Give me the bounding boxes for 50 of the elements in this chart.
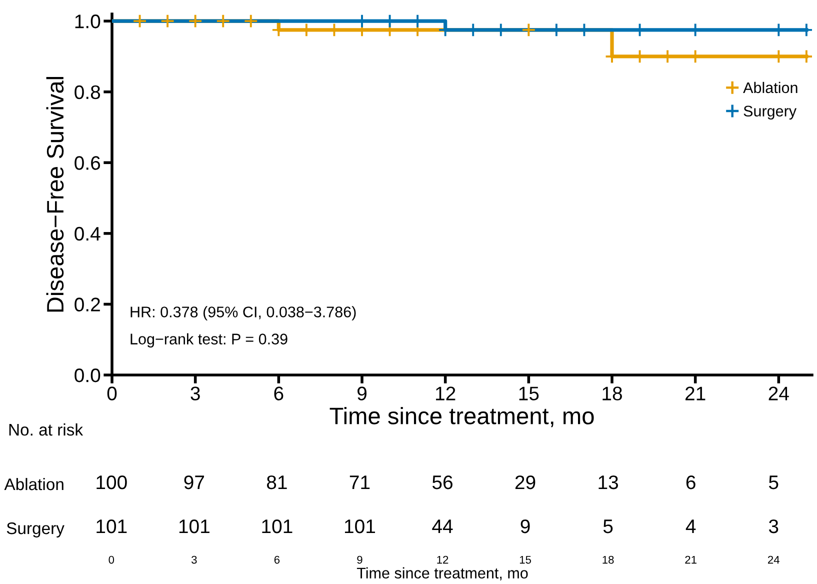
annotation: HR: 0.378 (95% CI, 0.038−3.786) (130, 306, 356, 320)
x-tick-label: 21 (685, 556, 696, 564)
annotation: Log−rank test: P = 0.39 (130, 333, 288, 348)
x-axis-title: Time since treatment, mo (356, 567, 528, 580)
data-label: 6 (686, 475, 696, 490)
data-label: 97 (184, 475, 204, 490)
data-label: 101 (262, 519, 292, 534)
data-label: 101 (179, 519, 210, 534)
x-tick-label: 9 (358, 386, 366, 400)
y-tick-label: 0.0 (74, 368, 100, 382)
data-label: 44 (432, 520, 453, 534)
x-tick-label: 0 (107, 386, 117, 400)
y-axis-title: Disease−Free Survival (46, 76, 64, 312)
y-tick-label: 0.2 (74, 298, 100, 312)
data-label: 101 (96, 519, 127, 534)
x-tick-label: 3 (192, 556, 197, 564)
legend-label: Ablation (743, 82, 798, 94)
chart-title: No. at risk (9, 423, 84, 436)
x-tick-label: 15 (519, 386, 539, 400)
data-label: 81 (266, 475, 287, 490)
x-axis-title: Time since treatment, mo (330, 407, 594, 428)
x-tick-label: 18 (602, 386, 622, 400)
data-label: 13 (598, 475, 618, 490)
x-tick-label: 24 (768, 386, 789, 400)
x-tick-label: 6 (274, 556, 280, 564)
x-tick-label: 15 (520, 556, 531, 564)
x-tick-label: 12 (437, 556, 448, 564)
data-label: 101 (344, 519, 375, 534)
data-label: 4 (686, 520, 696, 534)
data-label: 5 (768, 476, 778, 490)
data-label: 56 (432, 475, 452, 490)
data-label: 71 (350, 476, 370, 490)
data-label: 100 (96, 475, 127, 490)
data-label: 5 (603, 520, 613, 534)
y-tick-label: 0.4 (74, 226, 100, 241)
y-tick-label: 0.6 (74, 156, 100, 170)
legend-label: Surgery (744, 106, 797, 120)
x-tick-label: 24 (768, 556, 780, 564)
x-tick-label: 18 (602, 556, 614, 564)
x-tick-label: 12 (436, 386, 456, 400)
x-tick-label: 9 (357, 556, 362, 564)
data-label: 29 (515, 475, 536, 490)
x-tick-label: 3 (190, 386, 200, 400)
data-label: 3 (768, 519, 778, 534)
x-tick-label: 6 (274, 386, 284, 400)
data-label: 9 (520, 519, 530, 534)
y-tick-label: 1.0 (75, 14, 100, 28)
y-tick-label: 0.8 (74, 85, 100, 100)
x-tick-label: 21 (686, 386, 706, 400)
x-tick-label: 0 (108, 556, 114, 564)
